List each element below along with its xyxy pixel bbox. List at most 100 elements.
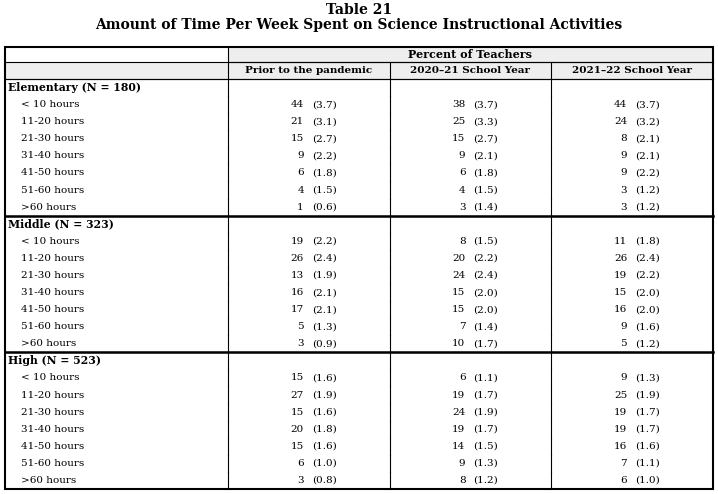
Text: < 10 hours: < 10 hours [21,100,80,109]
Text: 4: 4 [459,186,465,195]
Text: (2.2): (2.2) [312,151,337,161]
Text: (2.4): (2.4) [635,254,660,263]
Text: 9: 9 [620,151,627,161]
Text: 8: 8 [459,476,465,485]
Text: 26: 26 [614,254,627,263]
Text: (3.7): (3.7) [473,100,498,109]
Text: (2.1): (2.1) [635,151,660,161]
Text: (1.7): (1.7) [635,408,660,416]
Text: (3.2): (3.2) [635,117,660,126]
Text: 24: 24 [452,408,465,416]
Text: 41-50 hours: 41-50 hours [21,168,84,177]
Text: (1.5): (1.5) [312,186,337,195]
Text: (1.9): (1.9) [312,271,337,280]
Text: (3.3): (3.3) [473,117,498,126]
Text: 31-40 hours: 31-40 hours [21,288,84,297]
Text: 3: 3 [297,339,304,348]
Text: 51-60 hours: 51-60 hours [21,186,84,195]
Text: Prior to the pandemic: Prior to the pandemic [246,66,373,75]
Text: 3: 3 [620,203,627,211]
Text: 5: 5 [297,322,304,331]
Text: 21-30 hours: 21-30 hours [21,271,84,280]
Text: (1.9): (1.9) [635,391,660,400]
Text: (1.5): (1.5) [473,237,498,246]
Text: (2.2): (2.2) [635,168,660,177]
Text: 21: 21 [291,117,304,126]
Text: (2.0): (2.0) [635,288,660,297]
Text: 51-60 hours: 51-60 hours [21,322,84,331]
Text: 6: 6 [620,476,627,485]
Text: 9: 9 [620,168,627,177]
Text: 7: 7 [459,322,465,331]
Text: Amount of Time Per Week Spent on Science Instructional Activities: Amount of Time Per Week Spent on Science… [95,18,623,32]
Text: 15: 15 [614,288,627,297]
Text: 6: 6 [459,373,465,382]
Text: 19: 19 [614,425,627,434]
Text: >60 hours: >60 hours [21,203,76,211]
Text: 6: 6 [459,168,465,177]
Text: 19: 19 [614,271,627,280]
Text: (2.1): (2.1) [473,151,498,161]
Text: 5: 5 [620,339,627,348]
Text: (1.5): (1.5) [473,442,498,451]
Text: 51-60 hours: 51-60 hours [21,459,84,468]
Text: 9: 9 [459,151,465,161]
Text: < 10 hours: < 10 hours [21,373,80,382]
Text: (2.2): (2.2) [312,237,337,246]
Text: (1.8): (1.8) [473,168,498,177]
Text: 19: 19 [452,391,465,400]
Text: 25: 25 [614,391,627,400]
Bar [5,47,713,489]
Text: (1.7): (1.7) [473,339,498,348]
Text: (1.6): (1.6) [312,408,337,416]
Text: (1.8): (1.8) [312,168,337,177]
Text: (1.5): (1.5) [473,186,498,195]
Text: 31-40 hours: 31-40 hours [21,425,84,434]
Text: 16: 16 [291,288,304,297]
Text: (1.3): (1.3) [635,373,660,382]
Text: 8: 8 [459,237,465,246]
Text: 15: 15 [452,288,465,297]
Text: 4: 4 [297,186,304,195]
Text: 21-30 hours: 21-30 hours [21,408,84,416]
Text: 9: 9 [620,373,627,382]
Text: Elementary (N = 180): Elementary (N = 180) [8,82,141,93]
Text: < 10 hours: < 10 hours [21,237,80,246]
Text: (1.8): (1.8) [312,425,337,434]
Text: 7: 7 [620,459,627,468]
Text: 15: 15 [291,408,304,416]
Text: 25: 25 [452,117,465,126]
Text: 1: 1 [297,203,304,211]
Text: (2.2): (2.2) [635,271,660,280]
Bar [228,47,713,62]
Text: (1.2): (1.2) [473,476,498,485]
Text: 15: 15 [452,305,465,314]
Text: 15: 15 [291,373,304,382]
Text: 38: 38 [452,100,465,109]
Text: (2.7): (2.7) [473,134,498,143]
Text: 24: 24 [452,271,465,280]
Text: (1.8): (1.8) [635,237,660,246]
Text: >60 hours: >60 hours [21,339,76,348]
Text: (1.4): (1.4) [473,203,498,211]
Text: (2.0): (2.0) [473,305,498,314]
Text: (1.2): (1.2) [635,203,660,211]
Text: (2.0): (2.0) [635,305,660,314]
Text: 16: 16 [614,305,627,314]
Text: (2.2): (2.2) [473,254,498,263]
Text: (2.0): (2.0) [473,288,498,297]
Text: 8: 8 [620,134,627,143]
Text: Table 21: Table 21 [326,3,392,17]
Text: 44: 44 [291,100,304,109]
Text: (2.7): (2.7) [312,134,337,143]
Text: (1.1): (1.1) [473,373,498,382]
Text: 44: 44 [614,100,627,109]
Text: (1.6): (1.6) [635,322,660,331]
Text: 19: 19 [452,425,465,434]
Text: 9: 9 [620,322,627,331]
Text: (1.3): (1.3) [473,459,498,468]
Text: 24: 24 [614,117,627,126]
Text: (0.6): (0.6) [312,203,337,211]
Text: 15: 15 [291,442,304,451]
Text: 17: 17 [291,305,304,314]
